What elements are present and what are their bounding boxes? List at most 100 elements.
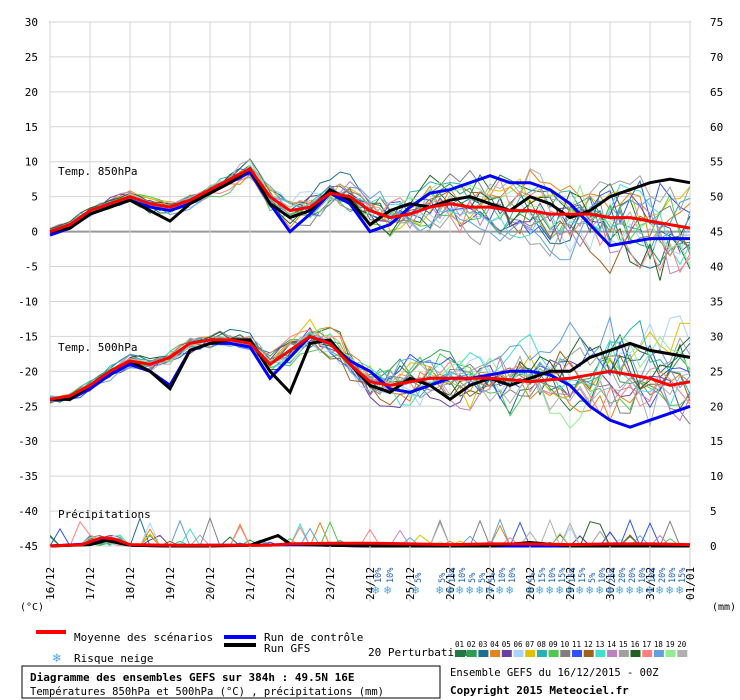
snowflake-icon: ❄	[372, 583, 379, 597]
snowflake-icon: ❄	[466, 583, 473, 597]
info-title: Diagramme des ensembles GEFS sur 384h : …	[30, 671, 355, 684]
snowflake-icon: ❄	[586, 583, 593, 597]
legend-gfs-label: Run GFS	[264, 642, 310, 655]
perturbation-number: 20	[677, 640, 687, 649]
left-tick-label: 20	[25, 86, 38, 99]
unit-right: (mm)	[712, 602, 736, 613]
perturbation-swatch	[525, 650, 536, 657]
snowflake-icon: ❄	[616, 583, 623, 597]
snowflake-icon: ❄	[456, 583, 463, 597]
legend: Moyenne des scénarios Run de contrôle Ru…	[36, 630, 688, 666]
left-tick-label: 0	[31, 226, 38, 239]
perturbation-swatch	[572, 650, 582, 657]
right-tick-label: 0	[710, 540, 717, 553]
snowflake-icon: ❄	[606, 583, 613, 597]
snowflake-icon: ❄	[596, 583, 603, 597]
perturbation-number: 04	[490, 640, 500, 649]
left-tick-label: 25	[25, 51, 38, 64]
snow-risk-value: 10%	[648, 568, 658, 583]
label-t500: Temp. 500hPa	[58, 341, 137, 354]
snow-risk-value: 10%	[374, 568, 384, 583]
x-axis-dates: 16/12 17/12 18/12 19/12 20/12 21/12 22/12 23/12…	[44, 546, 697, 602]
perturbation-number: 07	[525, 640, 534, 649]
perturbation-swatch	[501, 650, 512, 657]
perturbation-swatch	[560, 650, 571, 657]
legend-snow-label: Risque neige	[74, 652, 153, 665]
perturbation-swatch	[618, 650, 629, 657]
perturbation-number: 10	[560, 640, 570, 649]
perturbation-number: 12	[584, 640, 593, 649]
series-line-0-precip	[49, 536, 691, 548]
date-label: 31/12	[644, 567, 657, 600]
perturbation-t500-line	[49, 334, 691, 422]
snow-risk-value: 20%	[618, 568, 628, 583]
left-tick-label: -30	[18, 435, 38, 448]
snow-risk-value: 10%	[598, 568, 608, 583]
date-label: 21/12	[244, 567, 257, 600]
snowflake-icon: ❄	[666, 583, 673, 597]
perturbation-number: 11	[572, 640, 581, 649]
perturbations-title: 20 Perturbations	[368, 646, 474, 659]
perturbation-swatch	[548, 650, 559, 657]
snow-risk-value: 25%	[608, 568, 618, 583]
perturbation-swatch	[630, 650, 641, 657]
snow-risk-value: 15%	[558, 568, 568, 583]
snow-risk-value: 10%	[498, 568, 508, 583]
ensemble-run: Ensemble GEFS du 16/12/2015 - 00Z	[450, 667, 659, 679]
perturbation-number: 14	[607, 640, 617, 649]
date-label: 19/12	[164, 567, 177, 600]
date-label: 18/12	[124, 567, 137, 600]
grid	[49, 21, 691, 547]
snow-risk-value: 10%	[668, 568, 678, 583]
snow-risk-value: 5%	[488, 573, 498, 583]
perturbation-swatch	[583, 650, 594, 657]
legend-control-label: Run de contrôle	[264, 631, 363, 644]
perturbation-swatch	[653, 650, 664, 657]
unit-left: (°C)	[20, 602, 44, 613]
snowflake-icon: ❄	[676, 583, 683, 597]
snow-risk-value: 10%	[548, 568, 558, 583]
snowflake-icon: ❄	[52, 651, 61, 666]
perturbation-swatch	[677, 650, 688, 657]
snowflake-icon: ❄	[566, 583, 573, 597]
perturbation-number: 16	[631, 640, 641, 649]
right-tick-label: 15	[710, 435, 723, 448]
snowflake-icon: ❄	[436, 583, 443, 597]
perturbation-number: 09	[549, 640, 558, 649]
snow-risk-value: 20%	[658, 568, 668, 583]
date-label: 29/12	[564, 567, 577, 600]
legend-mean-label: Moyenne des scénarios	[74, 631, 213, 644]
date-label: 24/12	[364, 567, 377, 600]
right-tick-label: 45	[710, 226, 723, 239]
label-precip: Précipitations	[58, 508, 151, 521]
perturbation-number: 03	[478, 640, 487, 649]
snow-risk-value: 5%	[478, 573, 488, 583]
perturbation-swatch	[478, 650, 489, 657]
snowflake-icon: ❄	[626, 583, 633, 597]
left-axis-ticks: 30 25 20 15 10 5 0 -5 -10 -15 -20 -25 -30 -35 -40 -45	[18, 16, 38, 553]
label-t850: Temp. 850hPa	[58, 165, 137, 178]
right-tick-label: 70	[710, 51, 723, 64]
perturbation-swatch	[536, 650, 547, 657]
right-tick-label: 25	[710, 365, 723, 378]
snow-risk-value: 15%	[538, 568, 548, 583]
snow-risk-value: 15%	[678, 568, 688, 583]
snow-risk-value: 5%	[438, 573, 448, 583]
right-tick-label: 75	[710, 16, 723, 29]
date-label: 27/12	[484, 567, 497, 600]
perturbation-swatch	[455, 650, 465, 657]
left-tick-label: -35	[18, 470, 38, 483]
series-line-1-t850	[49, 170, 690, 248]
perturbation-swatch	[466, 650, 477, 657]
info-subtitle: Températures 850hPa et 500hPa (°C) , pré…	[30, 686, 384, 698]
perturbation-number: 13	[595, 640, 604, 649]
perturbation-swatch	[607, 650, 618, 657]
snowflake-icon: ❄	[486, 583, 493, 597]
snowflake-icon: ❄	[526, 583, 533, 597]
snow-risk-value: 20%	[628, 568, 638, 583]
snowflake-icon: ❄	[646, 583, 653, 597]
perturbation-t850-line	[49, 171, 691, 281]
snowflake-icon: ❄	[556, 583, 563, 597]
